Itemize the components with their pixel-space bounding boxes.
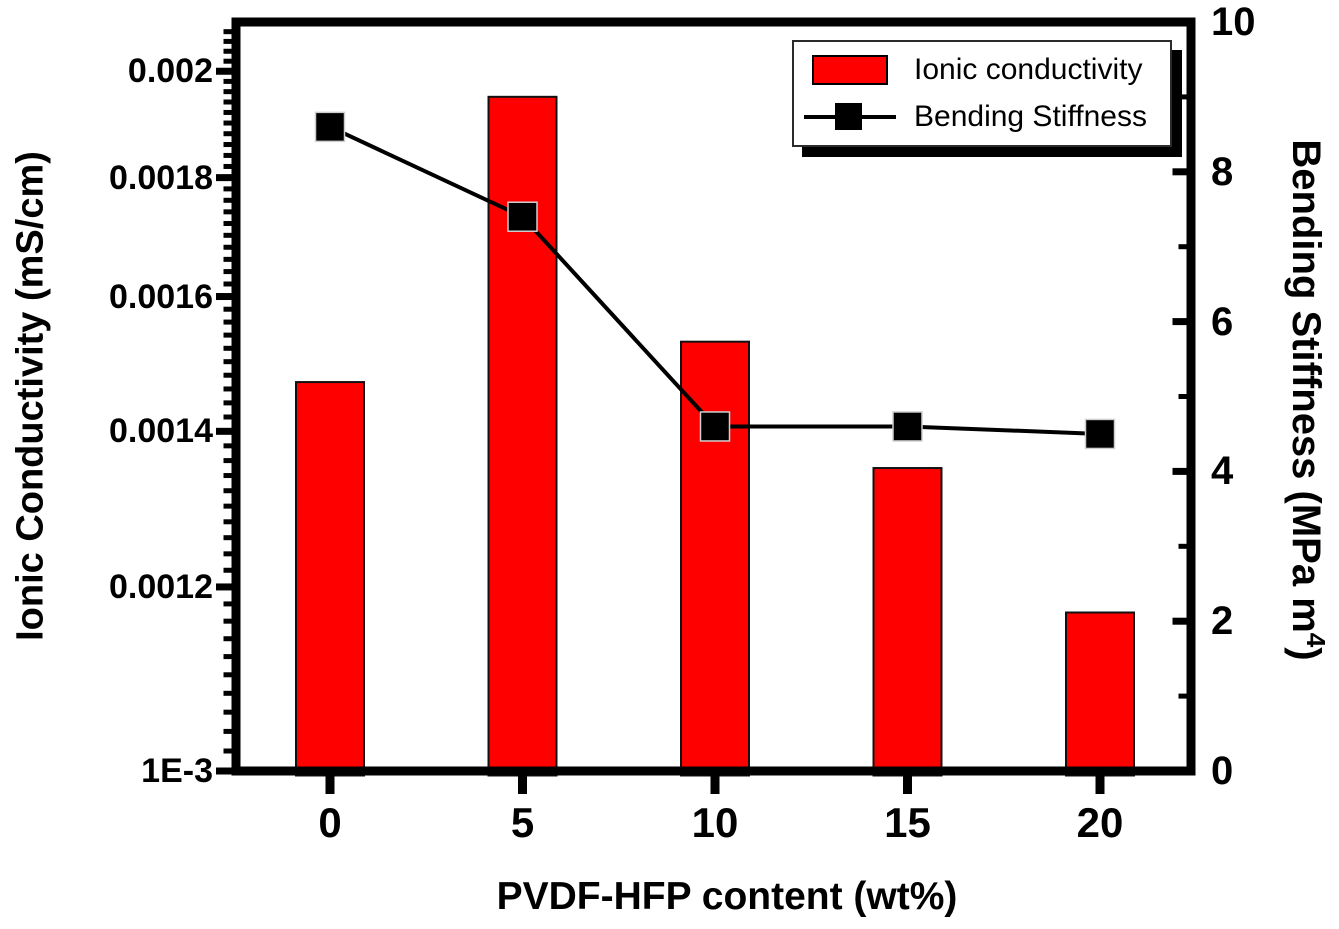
- legend-bar-sample: [802, 53, 898, 87]
- bending-stiffness-marker-10: [699, 411, 731, 442]
- legend: Ionic conductivity Bending Stiffness: [792, 40, 1172, 147]
- bar-ionic-conductivity-15: [872, 467, 943, 777]
- right-axis-title-close: ): [1283, 647, 1328, 661]
- bar-ionic-conductivity-10: [680, 340, 750, 777]
- legend-entry-ionic-conductivity: Ionic conductivity: [802, 48, 1162, 92]
- legend-label-bending-stiffness: Bending Stiffness: [914, 100, 1147, 134]
- bending-stiffness-marker-20: [1084, 418, 1116, 450]
- x-tick-label-15: 15: [884, 799, 931, 846]
- right-tick-label-2: 2: [1211, 599, 1234, 644]
- bar-ionic-conductivity-0: [295, 381, 365, 777]
- legend-line-sample: [802, 100, 898, 134]
- left-tick-label-0.0014: 0.0014: [109, 412, 213, 451]
- bar-ionic-conductivity-5: [487, 95, 558, 777]
- x-tick-label-0: 0: [318, 799, 342, 846]
- plot-frame: [231, 17, 1196, 776]
- right-tick-label-10: 10: [1211, 0, 1256, 44]
- bar-ionic-conductivity-20: [1065, 611, 1135, 777]
- x-tick-label-5: 5: [510, 799, 535, 846]
- right-tick-label-8: 8: [1211, 149, 1234, 194]
- left-tick-label-1E-3: 1E-3: [141, 752, 213, 790]
- right-tick-label-4: 4: [1211, 449, 1234, 494]
- x-tick-label-20: 20: [1076, 799, 1124, 846]
- x-tick-label-10: 10: [691, 799, 739, 846]
- left-tick-label-0.0018: 0.0018: [109, 158, 213, 197]
- right-tick-label-6: 6: [1211, 299, 1234, 344]
- legend-swatch-red-bar: [812, 54, 888, 85]
- right-tick-label-0: 0: [1211, 749, 1234, 793]
- right-axis-title-text: Bending Stiffness (MPa m: [1283, 139, 1328, 633]
- right-axis-title-superscript: 4: [1301, 632, 1332, 648]
- legend-square-marker-icon: [835, 103, 862, 131]
- left-axis-title: Ionic Conductivity (mS/cm): [9, 151, 52, 641]
- left-tick-label-0.002: 0.002: [127, 52, 213, 91]
- bending-stiffness-marker-0: [314, 111, 346, 143]
- bending-stiffness-marker-5: [507, 201, 538, 232]
- left-tick-label-0.0012: 0.0012: [109, 567, 213, 606]
- right-axis-title: Bending Stiffness (MPa m4): [1283, 139, 1331, 660]
- x-axis-title: PVDF-HFP content (wt%): [496, 875, 958, 918]
- bending-stiffness-marker-15: [892, 411, 923, 442]
- left-tick-label-0.0016: 0.0016: [109, 277, 213, 316]
- legend-label-ionic-conductivity: Ionic conductivity: [914, 52, 1143, 86]
- legend-entry-bending-stiffness: Bending Stiffness: [802, 95, 1162, 139]
